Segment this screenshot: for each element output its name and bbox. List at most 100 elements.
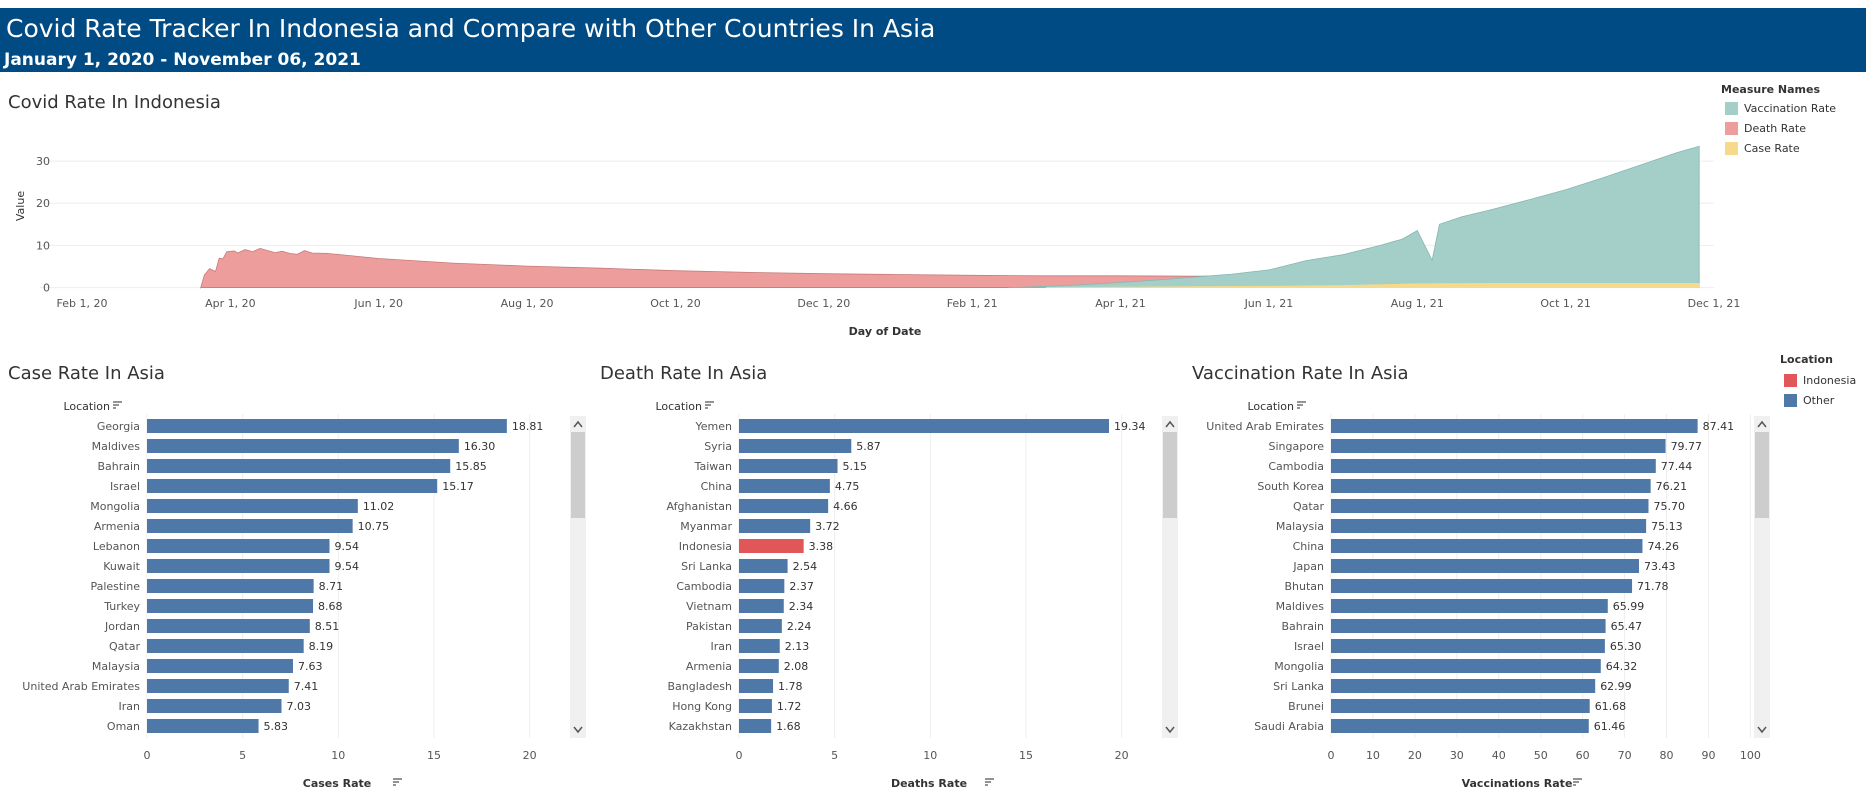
vacc-value-label: 75.70: [1653, 500, 1685, 513]
vacc-bar: [1331, 579, 1633, 593]
case-value-label: 10.75: [358, 520, 390, 533]
death-x-tick-label: 5: [831, 749, 838, 762]
vacc-category-label: South Korea: [1257, 480, 1324, 493]
vacc-value-label: 74.26: [1647, 540, 1679, 553]
area-y-tick-label: 10: [36, 239, 50, 252]
sort-icon: [1297, 401, 1306, 409]
death-chart-title: Death Rate In Asia: [600, 363, 768, 384]
case-bar: [147, 539, 330, 553]
case-category-label: Kuwait: [103, 560, 140, 573]
death-bar: [739, 439, 852, 453]
vacc-bar: [1331, 599, 1608, 613]
area-x-tick-label: Apr 1, 21: [1095, 297, 1146, 310]
vacc-value-label: 75.13: [1651, 520, 1683, 533]
scroll-down-icon: [573, 726, 583, 734]
death-value-label: 4.75: [835, 480, 860, 493]
death-bar: [739, 539, 804, 553]
legend-label: Death Rate: [1744, 122, 1806, 135]
death-bars: Yemen 19.34 Syria 5.87 Taiwan 5.15 China 4.75 Af…: [667, 419, 1145, 733]
vacc-category-label: Bhutan: [1284, 580, 1324, 593]
vacc-category-label: Bahrain: [1281, 620, 1324, 633]
death-value-label: 4.66: [833, 500, 858, 513]
case-bar: [147, 659, 293, 673]
vacc-chart-title: Vaccination Rate In Asia: [1192, 363, 1409, 384]
case-value-label: 7.41: [294, 680, 319, 693]
vacc-category-label: Israel: [1294, 640, 1324, 653]
case-category-label: Kazakhstan: [77, 740, 140, 753]
case-value-label: 7.03: [286, 700, 311, 713]
area-series-case-rate: [1045, 283, 1700, 289]
case-bar: [147, 699, 282, 713]
case-category-label: Israel: [110, 480, 140, 493]
death-category-label: Sri Lanka: [681, 560, 732, 573]
vacc-category-label: China: [1293, 540, 1324, 553]
death-bar-chart: Yemen 19.34 Syria 5.87 Taiwan 5.15 China 4.75 Af…: [655, 400, 1178, 790]
death-category-label: Myanmar: [680, 520, 732, 533]
case-value-label: 7.63: [298, 660, 323, 673]
vacc-value-label: 73.43: [1644, 560, 1676, 573]
area-y-tick-label: 20: [36, 197, 50, 210]
vacc-value-label: 65.47: [1611, 620, 1643, 633]
case-chart-title: Case Rate In Asia: [8, 363, 165, 384]
vacc-x-tick-label: 50: [1534, 749, 1548, 762]
case-bar-chart: Georgia 18.81 Maldives 16.30 Bahrain 15.85 Isr…: [22, 400, 586, 790]
death-value-label: 2.24: [787, 620, 812, 633]
vacc-value-label: 65.99: [1613, 600, 1645, 613]
legend-item-indonesia[interactable]: Indonesia: [1784, 374, 1856, 387]
case-category-label: Palestine: [90, 580, 140, 593]
death-value-label: 5.15: [843, 460, 868, 473]
death-bar: [739, 579, 785, 593]
vacc-category-label: Cambodia: [1268, 460, 1324, 473]
case-category-label: Iran: [119, 700, 141, 713]
vacc-x-tick-label: 0: [1328, 749, 1335, 762]
vacc-value-label: 87.41: [1703, 420, 1735, 433]
sort-icon: [985, 778, 994, 786]
death-bar: [739, 719, 772, 733]
vacc-category-label: Qatar: [1293, 500, 1324, 513]
case-category-label: Malaysia: [92, 660, 140, 673]
area-chart: 0 10 20 30 Feb 1, 20 Apr 1, 20 Jun 1, 20 Aug 1,…: [14, 145, 1740, 338]
area-y-tick-label: 0: [43, 282, 50, 295]
vacc-bar: [1331, 559, 1639, 573]
vacc-bar: [1331, 639, 1605, 653]
death-value-label: 2.08: [784, 660, 809, 673]
legend-swatch: [1725, 102, 1738, 115]
death-category-label: Indonesia: [679, 540, 732, 553]
area-x-axis-title: Day of Date: [849, 325, 922, 338]
vacc-value-label: 77.44: [1661, 460, 1693, 473]
legend-item-death[interactable]: Death Rate: [1725, 122, 1806, 135]
legend-item-vaccination[interactable]: Vaccination Rate: [1725, 102, 1836, 115]
case-bar: [147, 619, 310, 633]
vacc-category-label: Malaysia: [1276, 520, 1324, 533]
death-bar: [739, 639, 780, 653]
legend-swatch: [1784, 394, 1797, 407]
vacc-value-label: 71.78: [1637, 580, 1669, 593]
death-category-label: Hong Kong: [672, 700, 732, 713]
death-x-tick-label: 20: [1115, 749, 1129, 762]
area-x-tick-label: Jun 1, 21: [1244, 297, 1294, 310]
legend-item-other[interactable]: Other: [1784, 394, 1834, 407]
vacc-category-label: Singapore: [1269, 440, 1325, 453]
vacc-x-tick-label: 90: [1701, 749, 1715, 762]
legend-item-case[interactable]: Case Rate: [1725, 142, 1800, 155]
vacc-bar: [1331, 419, 1698, 433]
scrollbar-thumb: [1755, 432, 1769, 518]
case-x-tick-label: 0: [144, 749, 151, 762]
case-x-tick-label: 10: [331, 749, 345, 762]
vacc-category-label: United Arab Emirates: [1206, 420, 1324, 433]
vacc-category-label: Hong Kong: [1264, 740, 1324, 753]
area-series-vaccination-rate: [1008, 145, 1700, 289]
vacc-bar: [1331, 439, 1666, 453]
vacc-x-tick-label: 20: [1408, 749, 1422, 762]
death-value-label: 2.13: [785, 640, 810, 653]
death-category-label: Pakistan: [686, 620, 732, 633]
scrollbar-thumb: [1163, 432, 1177, 518]
vacc-bar-chart: United Arab Emirates 87.41 Singapore 79.77 C…: [1206, 400, 1770, 790]
case-bar: [147, 599, 314, 613]
case-bar: [147, 739, 250, 753]
area-x-tick-label: Oct 1, 21: [1540, 297, 1591, 310]
area-x-tick-label: Feb 1, 21: [947, 297, 998, 310]
vacc-x-tick-label: 80: [1660, 749, 1674, 762]
case-value-label: 16.30: [464, 440, 496, 453]
case-bar: [147, 719, 259, 733]
